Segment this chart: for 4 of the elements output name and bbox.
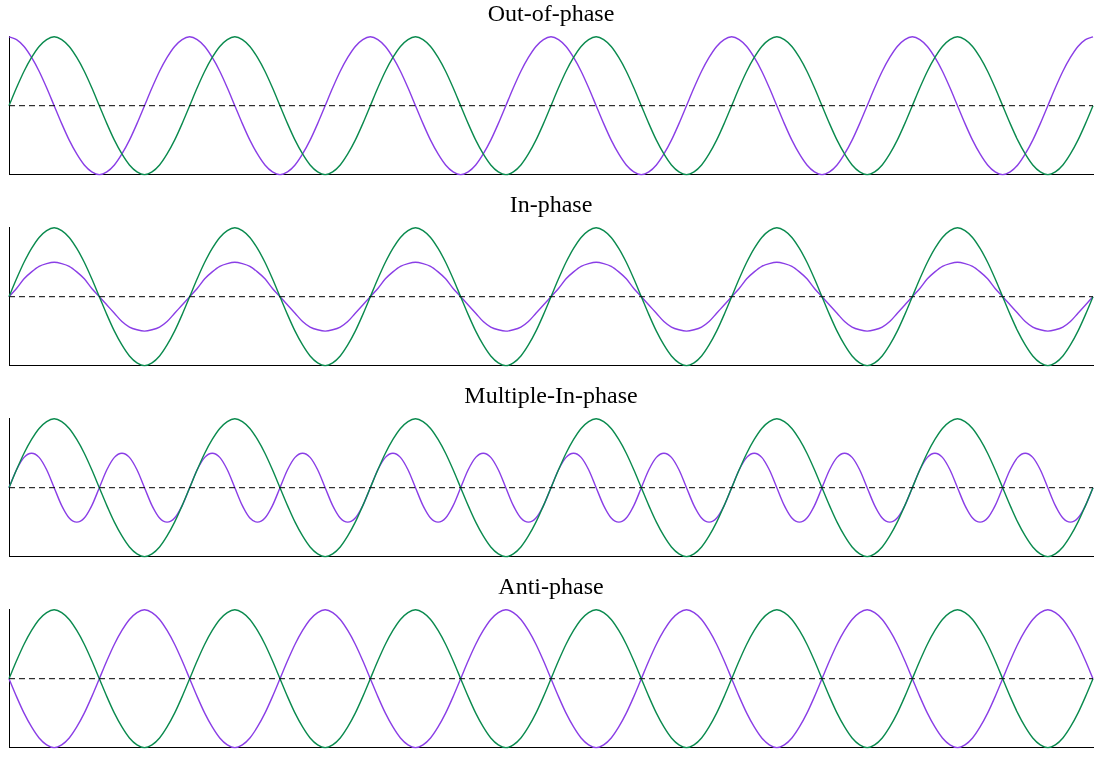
chart-title: Anti-phase (498, 572, 604, 599)
chart-title: In-phase (509, 190, 593, 217)
chart-title: Multiple-In-phase (464, 381, 638, 408)
chart-title: Out-of-phase (487, 0, 615, 26)
